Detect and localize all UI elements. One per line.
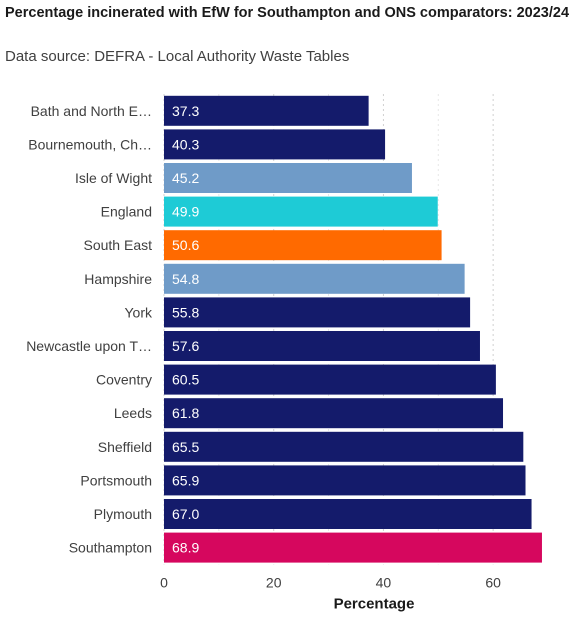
x-axis-title: Percentage	[334, 595, 415, 612]
data-label: 45.2	[172, 170, 199, 186]
category-label: Isle of Wight	[75, 170, 152, 186]
tick-label: 60	[485, 574, 501, 590]
bar[interactable]	[164, 499, 532, 529]
data-label: 61.8	[172, 405, 199, 421]
data-label: 68.9	[172, 540, 199, 556]
category-label: Portsmouth	[80, 472, 152, 488]
bar[interactable]	[164, 532, 542, 563]
category-label: Bath and North E…	[31, 103, 152, 119]
data-label: 37.3	[172, 103, 199, 119]
tick-label: 40	[376, 574, 392, 590]
bars	[164, 95, 542, 563]
category-label: England	[101, 204, 152, 220]
x-axis-ticks: 0 20 40 60	[160, 574, 501, 590]
bar[interactable]	[164, 163, 412, 193]
data-label: 54.8	[172, 271, 199, 287]
bar[interactable]	[164, 230, 442, 261]
category-label: Sheffield	[98, 439, 152, 455]
category-label: York	[124, 304, 153, 320]
tick-label: 20	[266, 574, 282, 590]
bar[interactable]	[164, 331, 480, 361]
bar[interactable]	[164, 263, 465, 294]
bar[interactable]	[164, 196, 438, 227]
data-label: 67.0	[172, 506, 199, 522]
data-label: 49.9	[172, 204, 199, 220]
category-label: South East	[84, 237, 153, 253]
data-label: 57.6	[172, 338, 199, 354]
value-labels: 37.3 40.3 45.2 49.9 50.6 54.8 55.8 57.6 60.5 61.8…	[172, 103, 199, 556]
category-label: Hampshire	[84, 271, 152, 287]
category-label: Coventry	[96, 372, 152, 388]
category-label: Bournemouth, Ch…	[28, 136, 152, 152]
data-label: 40.3	[172, 136, 199, 152]
chart-title: Percentage incinerated with EfW for Sout…	[5, 5, 570, 21]
chart-subtitle: Data source: DEFRA - Local Authority Was…	[5, 48, 350, 65]
data-label: 60.5	[172, 372, 199, 388]
category-label: Plymouth	[94, 506, 152, 522]
gridlines	[163, 94, 494, 565]
data-label: 50.6	[172, 237, 199, 253]
category-label: Newcastle upon T…	[26, 338, 152, 354]
data-label: 65.5	[172, 439, 199, 455]
bar[interactable]	[164, 297, 471, 328]
bar[interactable]	[164, 129, 386, 160]
tick-label: 0	[160, 574, 168, 590]
category-labels: Bath and North E… Bournemouth, Ch… Isle of…	[26, 103, 153, 556]
bar[interactable]	[164, 431, 524, 462]
category-label: Southampton	[69, 540, 152, 556]
category-label: Leeds	[114, 405, 152, 421]
bar[interactable]	[164, 465, 526, 496]
bar[interactable]	[164, 398, 504, 429]
data-label: 65.9	[172, 472, 199, 488]
data-label: 55.8	[172, 304, 199, 320]
bar[interactable]	[164, 95, 369, 126]
bar[interactable]	[164, 364, 496, 395]
